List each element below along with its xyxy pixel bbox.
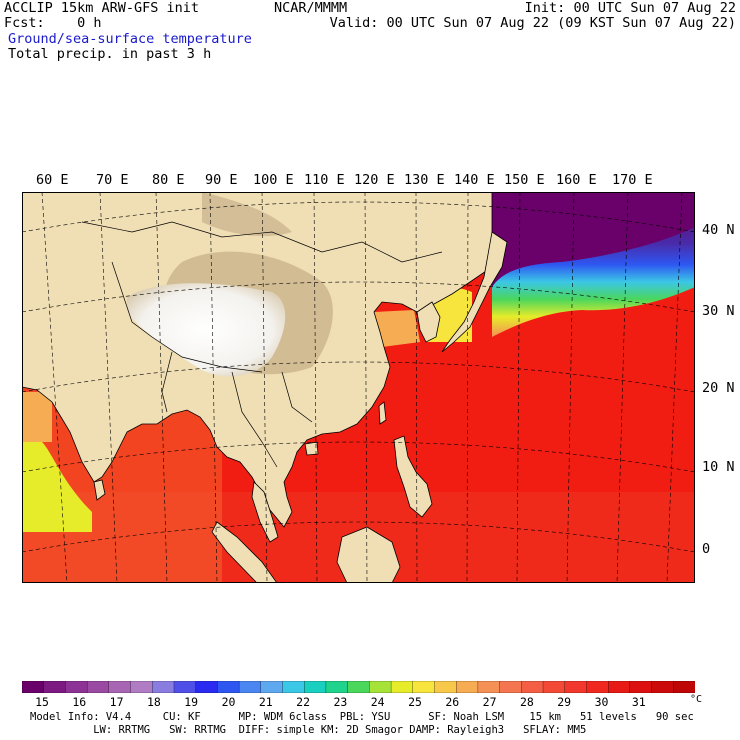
lon-label: 100 E	[253, 172, 294, 188]
cold-sst-core	[492, 192, 695, 287]
colorbar-swatch	[390, 681, 414, 693]
colorbar-swatch	[304, 681, 327, 693]
colorbar-swatch	[521, 681, 544, 693]
colorbar-swatch	[86, 681, 110, 693]
colorbar-swatch	[629, 681, 653, 693]
colorbar-swatch	[412, 681, 435, 693]
arabian-sea-cool	[22, 442, 92, 532]
lon-label: 120 E	[354, 172, 395, 188]
lon-label: 70 E	[96, 172, 129, 188]
colorbar-swatch	[260, 681, 283, 693]
valid-time: Valid: 00 UTC Sun 07 Aug 22 (09 KST Sun …	[329, 15, 736, 31]
colorbar-tick: 26	[445, 695, 460, 709]
lon-label: 130 E	[404, 172, 445, 188]
tibetan-plateau	[127, 283, 286, 377]
lat-label: 30 N	[702, 303, 735, 319]
model-title: ACCLIP 15km ARW-GFS init	[4, 0, 200, 16]
sumatra-land	[211, 521, 278, 583]
lon-label: 160 E	[556, 172, 597, 188]
colorbar-tick: 28	[519, 695, 534, 709]
colorbar-tick: 29	[557, 695, 572, 709]
forecast-hour: Fcst: 0 h	[4, 15, 102, 31]
lon-label: 90 E	[205, 172, 238, 188]
colorbar-swatch	[217, 681, 240, 693]
sst-map	[22, 192, 695, 583]
colorbar-tick: 17	[109, 695, 124, 709]
terrain-mongolia	[202, 192, 292, 237]
yellow-sea-sst	[374, 310, 420, 347]
colorbar-swatch	[586, 681, 609, 693]
malay-land	[251, 481, 279, 543]
map-frame	[22, 192, 695, 583]
colorbar-unit: °C	[690, 694, 703, 705]
lat-label: 0	[702, 541, 711, 557]
init-time: Init: 00 UTC Sun 07 Aug 22	[524, 0, 736, 16]
colorbar-tick: 24	[370, 695, 385, 709]
arabian-sea-warm	[22, 392, 52, 442]
colorbar-swatch	[22, 681, 45, 693]
model-info-line1: Model Info: V4.4 CU: KF MP: WDM 6class P…	[30, 711, 694, 723]
colorbar-swatch	[325, 681, 349, 693]
lon-label: 110 E	[304, 172, 345, 188]
colorbar-swatch	[542, 681, 566, 693]
sri-lanka-land	[93, 479, 106, 501]
colorbar-tick: 23	[333, 695, 348, 709]
lon-label: 80 E	[152, 172, 185, 188]
colorbar-swatch	[43, 681, 66, 693]
hainan-land	[304, 441, 319, 456]
lat-label: 20 N	[702, 380, 735, 396]
korea-land	[416, 301, 441, 343]
field-title-contour: Total precip. in past 3 h	[8, 46, 212, 62]
colorbar-swatch	[108, 681, 131, 693]
lon-label: 170 E	[612, 172, 653, 188]
lat-label: 10 N	[702, 459, 735, 475]
colorbar-swatch	[456, 681, 479, 693]
graticule	[22, 192, 695, 583]
borneo-land	[336, 526, 401, 583]
colorbar-tick: 31	[631, 695, 646, 709]
colorbar-tick: 25	[408, 695, 422, 709]
colorbar-swatch	[130, 681, 153, 693]
source-label: NCAR/MMMM	[274, 0, 348, 16]
lon-label: 140 E	[454, 172, 495, 188]
model-info-line2: LW: RRTMG SW: RRTMG DIFF: simple KM: 2D …	[30, 724, 587, 736]
colorbar-tick: 21	[258, 695, 273, 709]
colorbar-tick: 16	[72, 695, 87, 709]
taiwan-land	[378, 401, 387, 425]
colorbar-swatch	[564, 681, 587, 693]
colorbar-swatch	[347, 681, 370, 693]
lat-label: 40 N	[702, 222, 735, 238]
colorbar-swatch	[434, 681, 457, 693]
colorbar-swatch	[65, 681, 88, 693]
lon-label: 150 E	[504, 172, 545, 188]
philippines-land	[393, 435, 433, 518]
colorbar-swatch	[152, 681, 175, 693]
colorbar-tick: 18	[146, 695, 161, 709]
colorbar-swatch	[173, 681, 197, 693]
colorbar-swatch	[195, 681, 218, 693]
colorbar-swatch	[369, 681, 392, 693]
colorbar-tick: 19	[184, 695, 199, 709]
lon-label: 60 E	[36, 172, 69, 188]
colorbar-tick: 20	[221, 695, 236, 709]
colorbar-swatch	[608, 681, 631, 693]
colorbar-tick: 22	[296, 695, 311, 709]
colorbar-tick: 30	[594, 695, 609, 709]
colorbar-tick: 15	[35, 695, 49, 709]
field-title-shaded: Ground/sea-surface temperature	[8, 31, 252, 47]
colorbar-swatch	[282, 681, 305, 693]
colorbar-swatch	[651, 681, 674, 693]
colorbar-swatch	[238, 681, 262, 693]
country-borders	[81, 221, 443, 468]
colorbar-tick: 27	[482, 695, 497, 709]
colorbar-swatch	[477, 681, 501, 693]
colorbar-swatch	[673, 681, 695, 693]
colorbar-swatch	[499, 681, 522, 693]
colorbar	[22, 681, 695, 693]
japan-land	[441, 231, 508, 353]
